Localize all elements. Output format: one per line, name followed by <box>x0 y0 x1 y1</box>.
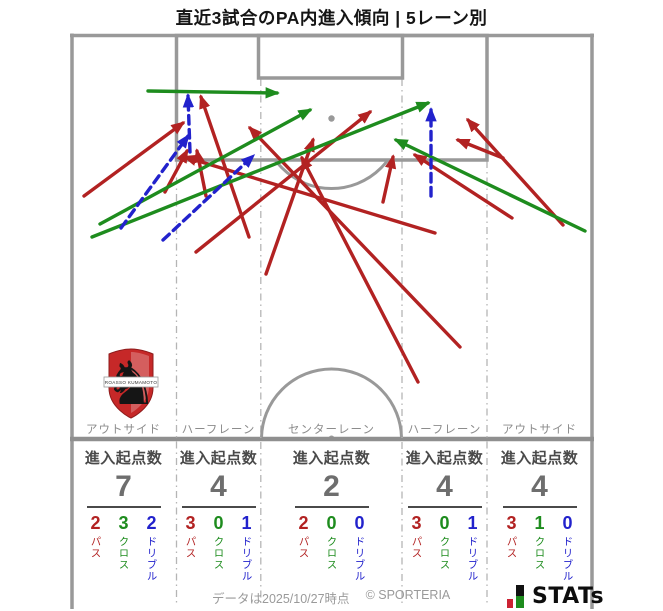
pass-label: パス <box>410 536 423 559</box>
footer-note: データは2025/10/27時点 © SPORTERIA <box>212 588 450 607</box>
entry-arrow-cross <box>90 101 431 239</box>
entry-arrow-pass <box>300 155 420 384</box>
breakdown-row: 3 パス 0 クロス 1 ドリブル <box>393 513 497 582</box>
cross-label: クロス <box>212 536 225 571</box>
dribble-count: 1 <box>241 513 252 533</box>
entry-origin-count-label: 進入起点数 <box>405 450 484 467</box>
entry-arrow-dribble <box>119 133 190 230</box>
dribble-count: 1 <box>467 513 478 533</box>
stats-divider-line <box>86 506 161 508</box>
penalty-arc <box>273 160 390 190</box>
entry-arrow-cross <box>98 108 313 226</box>
entry-arrow-dribble <box>182 93 195 154</box>
entry-arrow-pass <box>466 117 565 227</box>
lane-label-outside-right: アウトサイド <box>502 423 577 436</box>
breakdown-row: 3 パス 1 クロス 0 ドリブル <box>488 513 592 582</box>
penalty-spot <box>328 115 335 122</box>
stats-divider-line <box>502 506 577 508</box>
entry-origin-count-value: 4 <box>531 470 548 503</box>
chart-title: 直近3試合のPA内進入傾向 | 5レーン別 <box>175 8 488 28</box>
entry-arrow-pass <box>194 110 373 254</box>
lane-stats-column-1: 進入起点数 7 2 パス 3 クロス 2 ドリブル <box>72 447 176 582</box>
entry-arrows-layer <box>82 87 587 384</box>
entry-arrow-dribble <box>161 154 256 242</box>
pass-label: パス <box>184 536 197 559</box>
lane-label-half-left: ハーフレーン <box>182 424 256 436</box>
entry-arrow-pass <box>455 138 505 160</box>
pass-label: パス <box>505 536 518 559</box>
entry-origin-count-label: 進入起点数 <box>179 450 258 467</box>
pass-label: パス <box>89 536 102 559</box>
dribble-label: ドリブル <box>353 536 366 582</box>
entry-origin-count-label: 進入起点数 <box>84 450 163 467</box>
copyright-text: © SPORTERIA <box>365 588 451 602</box>
dribble-count: 0 <box>562 513 573 533</box>
stats-divider-line <box>407 506 482 508</box>
entry-origin-count-label: 進入起点数 <box>500 450 579 467</box>
lane-stats-column-3: 進入起点数 2 2 パス 0 クロス 0 ドリブル <box>280 447 384 582</box>
entry-origin-count-value: 4 <box>210 470 227 503</box>
crest-banner-text: ROASSO KUMAMOTO <box>105 380 158 385</box>
cross-count: 1 <box>534 513 545 533</box>
cross-label: クロス <box>117 536 130 571</box>
entry-origin-count-label: 進入起点数 <box>292 450 371 467</box>
lane-stats-column-4: 進入起点数 4 3 パス 0 クロス 1 ドリブル <box>393 447 497 582</box>
dribble-label: ドリブル <box>466 536 479 582</box>
goal-area-box <box>256 33 405 80</box>
pass-count: 3 <box>411 513 422 533</box>
cross-label: クロス <box>533 536 546 571</box>
stats-divider-line <box>181 506 256 508</box>
pass-count: 2 <box>298 513 309 533</box>
entry-origin-count-value: 2 <box>323 470 340 503</box>
bar-chart-icon <box>507 585 524 608</box>
lane-stats-column-2: 進入起点数 4 3 パス 0 クロス 1 ドリブル <box>167 447 271 582</box>
cross-label: クロス <box>325 536 338 571</box>
entry-arrow-pass <box>248 125 462 349</box>
entry-arrow-pass <box>381 154 397 204</box>
dribble-count: 2 <box>146 513 157 533</box>
pass-count: 3 <box>185 513 196 533</box>
dribble-label: ドリブル <box>561 536 574 582</box>
entry-arrow-pass <box>193 148 208 198</box>
cross-label: クロス <box>438 536 451 571</box>
data-as-of-text: データは2025/10/27時点 <box>212 592 350 606</box>
stats-brand-logo: STATs <box>506 584 604 608</box>
stats-divider-line <box>294 506 369 508</box>
entry-arrow-pass <box>199 94 251 239</box>
cross-count: 0 <box>213 513 224 533</box>
cross-count: 0 <box>326 513 337 533</box>
cross-count: 3 <box>118 513 129 533</box>
center-circle <box>260 367 403 437</box>
lane-stats-column-5: 進入起点数 4 3 パス 1 クロス 0 ドリブル <box>488 447 592 582</box>
breakdown-row: 2 パス 0 クロス 0 ドリブル <box>280 513 384 582</box>
pass-count: 2 <box>90 513 101 533</box>
entry-arrow-pass <box>82 121 186 198</box>
cross-count: 0 <box>439 513 450 533</box>
crest-banner <box>103 376 159 388</box>
lane-label-half-right: ハーフレーン <box>408 424 482 436</box>
dribble-count: 0 <box>354 513 365 533</box>
dribble-label: ドリブル <box>145 536 158 582</box>
lane-label-outside-left: アウトサイド <box>86 423 161 436</box>
entry-arrow-cross <box>146 87 280 99</box>
entry-arrow-cross <box>393 138 587 233</box>
entry-arrow-pass <box>182 154 437 235</box>
entry-origin-count-value: 4 <box>436 470 453 503</box>
center-spot <box>328 435 335 437</box>
brand-text: STATs <box>532 584 605 609</box>
dribble-label: ドリブル <box>240 536 253 582</box>
pass-count: 3 <box>506 513 517 533</box>
breakdown-row: 2 パス 3 クロス 2 ドリブル <box>72 513 176 582</box>
pass-label: パス <box>297 536 310 559</box>
entry-origin-count-value: 7 <box>115 470 132 503</box>
club-crest-logo: ♞ ROASSO KUMAMOTO <box>103 348 159 419</box>
lane-label-center: センターレーン <box>288 423 375 436</box>
breakdown-row: 3 パス 0 クロス 1 ドリブル <box>167 513 271 582</box>
